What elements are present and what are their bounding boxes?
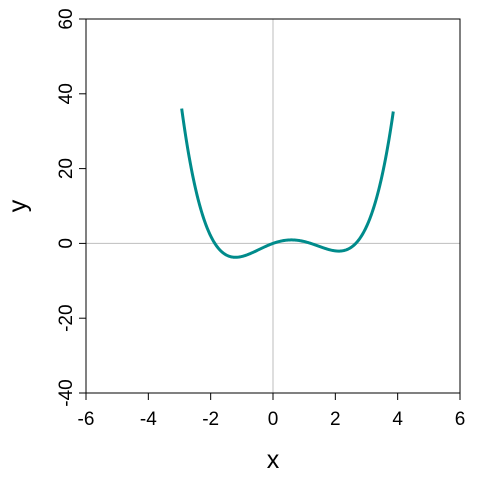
x-tick-label: 6 [455,409,466,430]
y-tick-label: 0 [56,238,77,249]
y-tick-label: -20 [56,304,77,331]
y-tick-label: 20 [56,158,77,179]
y-tick-label: -40 [56,379,77,406]
y-axis-title: y [4,199,32,212]
x-axis: -6 -4 -2 0 2 4 6 [78,393,466,430]
x-tick-label: -2 [202,409,219,430]
y-axis: -40 -20 0 20 40 60 [56,8,86,407]
x-tick-label: -4 [140,409,157,430]
y-tick-label: 60 [56,8,77,29]
x-tick-label: -6 [78,409,95,430]
y-tick-label: 40 [56,83,77,104]
x-tick-label: 4 [392,409,403,430]
series-line-curve [180,108,395,259]
x-tick-label: 2 [330,409,341,430]
x-axis-title: x [267,446,280,474]
x-tick-label: 0 [268,409,279,430]
